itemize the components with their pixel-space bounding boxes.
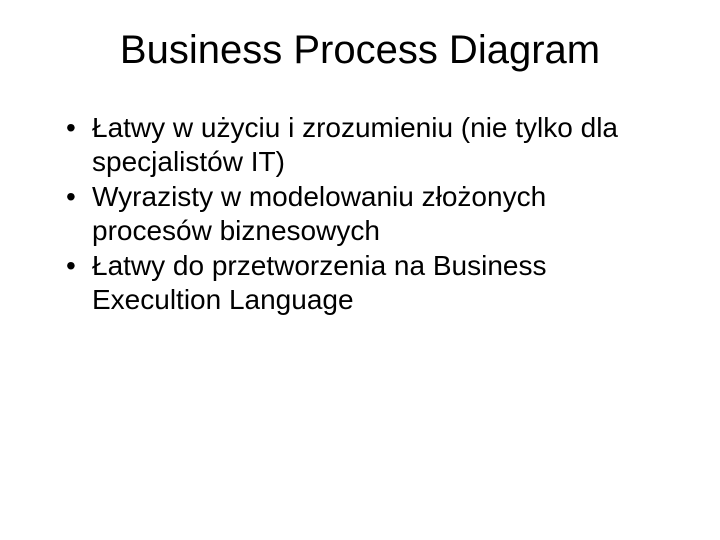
list-item: Łatwy do przetworzenia na Business Execu… bbox=[64, 249, 660, 316]
bullet-list: Łatwy w użyciu i zrozumieniu (nie tylko … bbox=[64, 111, 660, 317]
slide-title: Business Process Diagram bbox=[60, 28, 660, 73]
list-item: Wyrazisty w modelowaniu złożonych proces… bbox=[64, 180, 660, 247]
slide: Business Process Diagram Łatwy w użyciu … bbox=[0, 0, 720, 540]
list-item: Łatwy w użyciu i zrozumieniu (nie tylko … bbox=[64, 111, 660, 178]
